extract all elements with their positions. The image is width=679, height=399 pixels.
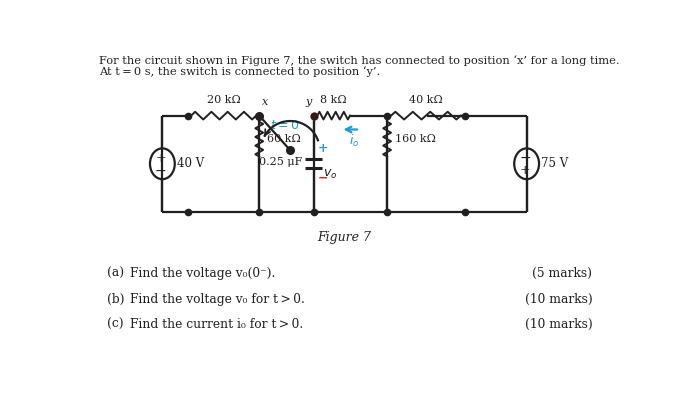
Text: 20 kΩ: 20 kΩ — [206, 95, 240, 105]
Text: −: − — [155, 164, 166, 178]
Text: $i_o$: $i_o$ — [350, 133, 360, 150]
Text: Figure 7: Figure 7 — [318, 231, 371, 244]
Text: (c): (c) — [107, 318, 123, 331]
Text: (a): (a) — [107, 267, 124, 280]
Text: 0.25 μF: 0.25 μF — [259, 157, 303, 167]
Text: (b): (b) — [107, 293, 124, 306]
Text: 40 V: 40 V — [177, 157, 204, 170]
Text: +: + — [519, 164, 530, 177]
Text: $v_o$: $v_o$ — [323, 168, 337, 182]
Text: At t = 0 s, the switch is connected to position ‘y’.: At t = 0 s, the switch is connected to p… — [99, 66, 380, 77]
Text: Find the voltage v₀(0⁻).: Find the voltage v₀(0⁻). — [130, 267, 275, 280]
Text: 160 kΩ: 160 kΩ — [395, 134, 436, 144]
Text: +: + — [155, 152, 166, 165]
Text: $t = 0$: $t = 0$ — [270, 119, 299, 132]
Text: +: + — [317, 142, 328, 155]
Text: Find the current i₀ for t > 0.: Find the current i₀ for t > 0. — [130, 318, 303, 331]
Text: −: − — [317, 172, 328, 184]
Text: x: x — [262, 97, 269, 107]
Text: y: y — [305, 97, 311, 107]
Text: (10 marks): (10 marks) — [525, 318, 593, 331]
Text: 40 kΩ: 40 kΩ — [409, 95, 443, 105]
Text: 60 kΩ: 60 kΩ — [267, 134, 301, 144]
Text: 8 kΩ: 8 kΩ — [320, 95, 347, 105]
Text: For the circuit shown in Figure 7, the switch has connected to position ‘x’ for : For the circuit shown in Figure 7, the s… — [99, 55, 619, 66]
Text: (5 marks): (5 marks) — [532, 267, 593, 280]
Text: (10 marks): (10 marks) — [525, 293, 593, 306]
Text: −: − — [519, 151, 531, 165]
Text: Find the voltage v₀ for t > 0.: Find the voltage v₀ for t > 0. — [130, 293, 305, 306]
Text: 75 V: 75 V — [541, 157, 568, 170]
